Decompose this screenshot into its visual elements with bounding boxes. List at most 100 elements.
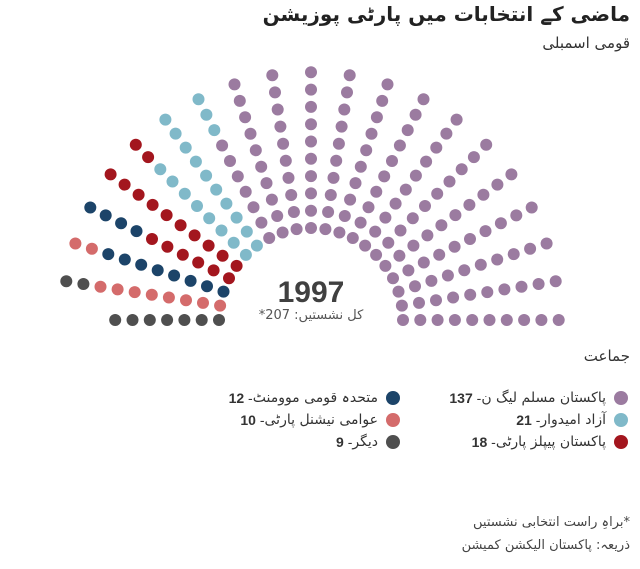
seat-dot [192, 93, 205, 106]
seat-dot [447, 291, 460, 304]
legend-value: 21 [516, 412, 540, 428]
seat-dot [210, 183, 223, 196]
seat-dot [305, 118, 317, 131]
legend-title: جماعت [583, 347, 630, 365]
seat-dot [200, 108, 213, 121]
seat-dot [365, 127, 378, 140]
seat-dot [104, 168, 117, 181]
legend-item: پاکستان پیپلز پارٹی 18 [472, 432, 628, 452]
seat-dot [126, 314, 139, 326]
seat-dot [233, 94, 246, 107]
seat-dot [552, 314, 565, 326]
seat-dot [200, 169, 213, 182]
seat-dot [213, 314, 225, 326]
seat-dot [389, 197, 402, 210]
seat-dot [130, 225, 143, 238]
seat-dot [381, 78, 394, 91]
seat-dot [406, 212, 419, 225]
seat-dot [414, 314, 427, 326]
seat-dot [195, 314, 208, 326]
seat-dot [102, 248, 115, 261]
seat-dot [305, 187, 317, 200]
seat-dot [169, 127, 182, 140]
legend-item: دیگر 9 [336, 432, 400, 452]
seat-dot [393, 139, 406, 152]
seat-dot [255, 216, 268, 229]
seat-dot [407, 239, 420, 252]
seat-dot [370, 185, 383, 198]
total-seats-label: کل نشستیں: 207* [258, 308, 364, 323]
seat-dot [525, 201, 538, 214]
seat-dot [220, 197, 233, 210]
seat-dot [146, 233, 158, 245]
seat-dot [228, 78, 241, 91]
seat-dot [500, 314, 513, 326]
seat-dot [161, 314, 174, 326]
seat-dot [178, 314, 191, 326]
seat-dot [319, 223, 332, 236]
seat-dot [129, 138, 142, 151]
seat-dot [216, 139, 229, 152]
seat-dot [360, 144, 373, 157]
seat-dot [322, 206, 335, 218]
source-note: ذریعہ: پاکستان الیکشن کمیشن [461, 538, 630, 553]
seat-dot [448, 314, 461, 326]
seat-dot [362, 201, 375, 214]
seat-dot [271, 210, 284, 222]
seat-dot [279, 154, 292, 167]
seat-dot [227, 236, 240, 249]
seat-dot [180, 294, 192, 307]
seat-dot [413, 296, 425, 309]
seat-dot [464, 233, 476, 245]
legend-value: 137 [449, 390, 481, 406]
seat-dot [266, 69, 279, 82]
seat-dot [505, 168, 518, 181]
seat-dot [524, 242, 537, 255]
seat-dot [146, 198, 159, 211]
seat-dot [244, 127, 257, 140]
seat-dot [346, 232, 359, 244]
seat-dot [480, 138, 493, 151]
seat-dot [255, 160, 268, 173]
seat-dot [203, 212, 216, 225]
seat-dot [128, 286, 141, 299]
seat-dot [240, 225, 253, 238]
seat-dot [168, 269, 181, 282]
seat-dot [305, 83, 317, 96]
seat-dot [379, 259, 392, 272]
seat-dot [166, 175, 179, 188]
legend-item: آزاد امیدوار 21 [516, 410, 628, 430]
seat-dot [333, 226, 346, 239]
seat-dot [430, 294, 442, 307]
seat-dot [343, 69, 356, 82]
seat-dot [401, 124, 414, 137]
seat-dot [207, 264, 220, 277]
seat-dot [421, 229, 434, 242]
seat-dot [118, 253, 131, 266]
legend-dot-icon [614, 413, 628, 427]
seat-dot [370, 248, 383, 261]
legend-label: پاکستان پیپلز پارٹی [495, 434, 606, 450]
seat-dot [494, 217, 507, 230]
seat-dot [260, 177, 273, 190]
seat-dot [69, 237, 82, 250]
seat-dot [344, 193, 357, 206]
seat-dot [118, 178, 131, 191]
seat-dot [510, 209, 523, 222]
seat-dot [409, 108, 422, 121]
seat-dot [474, 258, 487, 271]
seat-dot [443, 175, 456, 188]
seat-dot [369, 225, 382, 238]
seat-dot [305, 170, 317, 183]
seat-dot [425, 274, 438, 287]
seat-dot [540, 237, 553, 250]
legend-value: 18 [472, 434, 496, 450]
seat-dot [330, 154, 343, 167]
seat-dot [483, 314, 496, 326]
seat-dot [265, 193, 278, 206]
seat-dot [549, 275, 562, 288]
seat-dot [419, 200, 431, 212]
footnote: *براہِ راست انتخابی نشستیں [473, 515, 630, 530]
legend-value: 12 [229, 390, 253, 406]
seat-dot [271, 103, 284, 116]
